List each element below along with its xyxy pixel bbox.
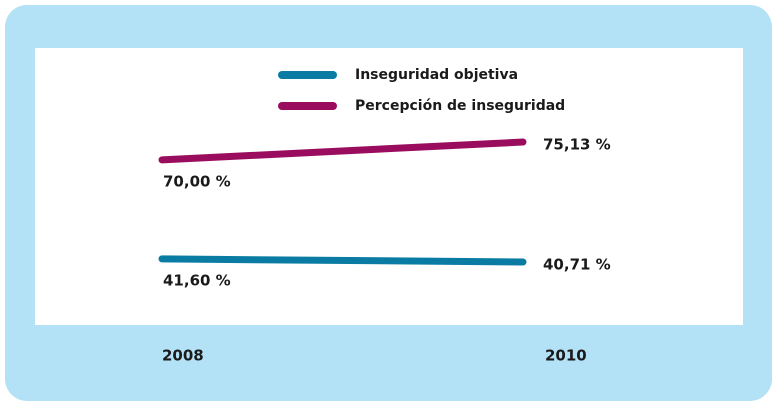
data-label: 70,00 %	[163, 172, 231, 190]
x-tick-label: 2008	[162, 347, 204, 365]
data-label: 40,71 %	[543, 256, 611, 274]
legend-label: Inseguridad objetiva	[355, 67, 518, 83]
data-label: 75,13 %	[543, 136, 611, 154]
data-label: 41,60 %	[163, 271, 231, 289]
x-tick-label: 2010	[545, 347, 587, 365]
series-line	[158, 255, 527, 266]
plot-area	[35, 48, 743, 325]
series-line	[158, 138, 527, 164]
legend-label: Percepción de inseguridad	[355, 98, 565, 114]
